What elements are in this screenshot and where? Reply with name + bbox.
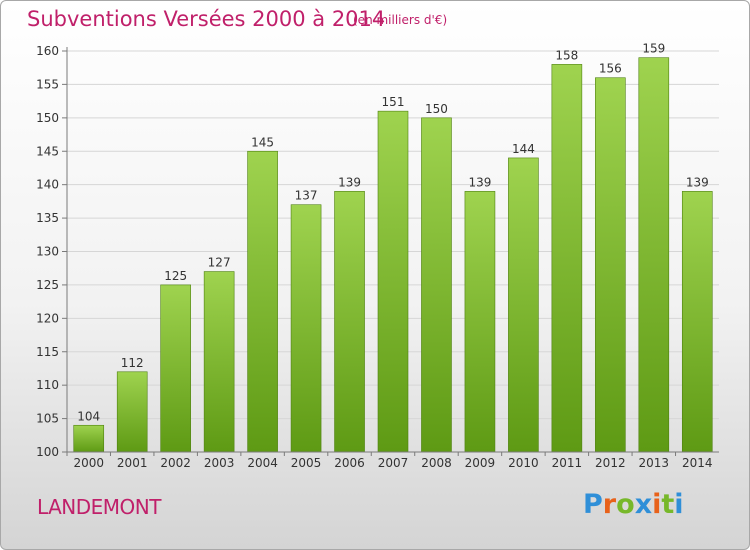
x-tick-label: 2005	[291, 456, 322, 470]
y-tick-label: 130	[36, 245, 59, 259]
logo-letter: P	[583, 489, 603, 520]
place-name: LANDEMONT	[37, 495, 161, 519]
x-tick-label: 2008	[421, 456, 452, 470]
bar-2008	[421, 117, 452, 453]
data-label: 151	[382, 95, 405, 109]
bar-2010	[508, 157, 539, 453]
data-label: 104	[77, 409, 100, 423]
logo-letter: o	[616, 489, 635, 520]
x-tick-label: 2011	[552, 456, 583, 470]
bar-2002	[160, 284, 191, 453]
data-label: 137	[295, 189, 318, 203]
bars	[66, 57, 713, 456]
axes	[66, 47, 719, 453]
bar-2001	[116, 371, 148, 453]
x-tick-label: 2009	[465, 456, 496, 470]
data-label: 150	[425, 102, 448, 116]
data-labels: 104 112 125 127 145 137 139 151 150 139 144 158 156 1…	[77, 42, 708, 424]
logo-letter: t	[661, 489, 675, 520]
bar-2014	[681, 191, 713, 453]
data-label: 144	[512, 142, 535, 156]
data-label: 145	[251, 135, 274, 149]
y-tick-label: 155	[36, 77, 59, 91]
logo-letter: i	[674, 489, 684, 520]
data-label: 139	[338, 175, 361, 189]
x-tick-label: 2000	[73, 456, 104, 470]
y-tick-label: 125	[36, 278, 59, 292]
x-tick-label: 2014	[682, 456, 713, 470]
x-tick-label: 2004	[247, 456, 278, 470]
y-tick-label: 105	[36, 412, 59, 426]
data-label: 156	[599, 62, 622, 76]
data-label: 127	[208, 256, 231, 270]
proxiti-logo: Proxiti	[583, 489, 684, 520]
bar-2006	[334, 191, 365, 453]
y-tick-label: 145	[36, 144, 59, 158]
x-tick-label: 2007	[378, 456, 409, 470]
logo-letter: x	[634, 489, 653, 520]
x-tick-label: 2013	[639, 456, 670, 470]
x-tick-label: 2002	[160, 456, 191, 470]
chart-title: Subventions Versées 2000 à 2014	[27, 7, 386, 31]
x-tick-label: 2012	[595, 456, 626, 470]
y-tick-label: 140	[36, 178, 59, 192]
bar-2003	[203, 271, 235, 453]
x-tick-label: 2001	[117, 456, 148, 470]
data-label: 125	[164, 269, 187, 283]
data-label: 158	[555, 48, 578, 62]
bar-2007	[377, 110, 409, 453]
data-label: 139	[468, 175, 491, 189]
bar-2004	[247, 150, 278, 453]
x-tick-label: 2006	[334, 456, 365, 470]
y-tick-label: 115	[36, 345, 59, 359]
logo-letter: r	[602, 489, 617, 520]
y-tick-label: 120	[36, 311, 59, 325]
x-tick-label: 2003	[204, 456, 235, 470]
y-tick-label: 150	[36, 111, 59, 125]
y-tick-label: 160	[36, 44, 59, 58]
y-tick-label: 135	[36, 211, 59, 225]
unit-note: (en milliers d'€)	[353, 13, 448, 27]
data-label: 112	[121, 356, 144, 370]
data-label: 139	[686, 175, 709, 189]
x-tick-labels: 2000 2001 2002 2003 2004 2005 2006 2007 2008 2009…	[73, 456, 712, 470]
x-tick-label: 2010	[508, 456, 539, 470]
bar-2013	[638, 57, 670, 453]
y-tick-label: 100	[36, 445, 59, 459]
data-label: 159	[642, 42, 665, 56]
bar-2012	[595, 77, 626, 453]
y-tick-labels: 100 105 110 115 120 125 130 135 140 145 150 155 160	[36, 44, 59, 459]
bar-2009	[464, 191, 496, 453]
bar-2005	[290, 204, 322, 453]
bar-2000	[73, 424, 105, 453]
y-tick-label: 110	[36, 378, 59, 392]
logo-letter: i	[652, 489, 662, 520]
bar-2011	[551, 64, 583, 453]
